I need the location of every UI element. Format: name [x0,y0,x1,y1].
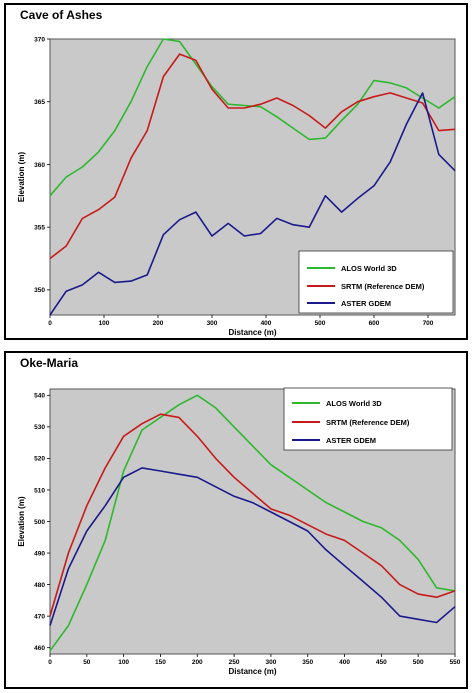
series-line-alos-world-3d [49,394,456,652]
x-tick-label: 600 [369,320,380,327]
x-axis-label: Distance (m) [228,328,276,337]
series-line-srtm-reference-dem [49,413,456,617]
x-tick-label: 400 [339,659,350,666]
x-tick-label: 250 [229,659,240,666]
y-tick-label: 350 [34,287,45,294]
x-tick-label: 100 [118,659,129,666]
x-tick-label: 0 [48,659,52,666]
chart-title: Oke-Maria [20,356,79,370]
legend-label: SRTM (Reference DEM) [341,282,425,291]
chart-title: Cave of Ashes [20,8,103,22]
x-tick-label: 400 [261,320,272,327]
legend-label: ALOS World 3D [341,264,397,273]
series-line-aster-gdem [49,467,456,626]
x-tick-label: 500 [315,320,326,327]
series-line-srtm-reference-dem [49,53,456,260]
y-tick-label: 460 [34,645,45,652]
chart-panel-cave-of-ashes: Cave of Ashes 350 355 360 365 370 0 100 200 300 4… [4,3,468,340]
y-tick-label: 530 [34,424,45,431]
y-tick-label: 540 [34,393,45,400]
x-tick-label: 700 [423,320,434,327]
x-axis-label: Distance (m) [228,667,276,676]
series-line-aster-gdem [49,92,456,316]
x-tick-label: 500 [413,659,424,666]
x-tick-label: 300 [207,320,218,327]
y-tick-label: 470 [34,613,45,620]
legend-label: SRTM (Reference DEM) [326,418,410,427]
y-axis-label: Elevation (m) [17,496,26,547]
y-tick-label: 370 [34,36,45,43]
x-tick-label: 350 [302,659,313,666]
x-tick-label: 100 [99,320,110,327]
y-tick-label: 365 [34,99,45,106]
y-tick-label: 360 [34,162,45,169]
x-tick-label: 50 [83,659,91,666]
x-tick-label: 450 [376,659,387,666]
legend-label: ALOS World 3D [326,399,382,408]
x-tick-label: 150 [155,659,166,666]
chart-svg: 460 470 480 490 500 510 520 530 540 0 50 100 150 200 2… [17,387,461,676]
x-tick-label: 200 [192,659,203,666]
y-axis-label: Elevation (m) [17,152,26,203]
y-tick-label: 355 [34,224,45,231]
chart-panel-oke-maria: Oke-Maria 460 470 480 490 500 510 520 530 540 0 50… [4,351,468,689]
x-tick-label: 0 [48,320,52,327]
chart-svg: 350 355 360 365 370 0 100 200 300 400 500 600 700 Dis… [17,36,456,337]
legend-label: ASTER GDEM [326,436,376,445]
x-tick-label: 550 [450,659,461,666]
y-tick-label: 520 [34,456,45,463]
y-tick-label: 510 [34,487,45,494]
y-tick-label: 500 [34,519,45,526]
y-tick-label: 490 [34,550,45,557]
x-tick-label: 200 [153,320,164,327]
y-tick-label: 480 [34,582,45,589]
x-tick-label: 300 [265,659,276,666]
legend-label: ASTER GDEM [341,299,391,308]
